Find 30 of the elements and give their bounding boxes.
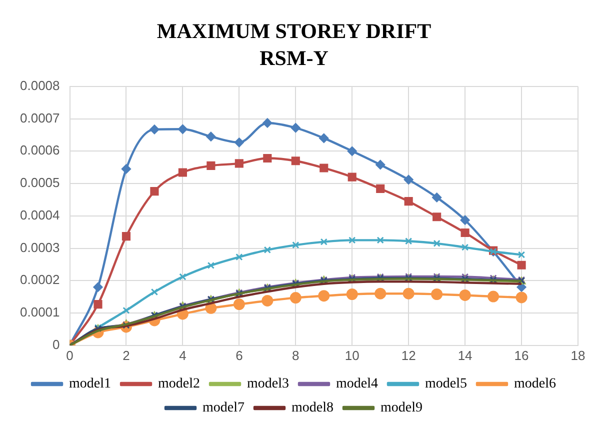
y-tick-label: 0.0001 [20, 304, 60, 320]
legend-label: model1 [69, 376, 112, 392]
y-tick-label: 0.0008 [20, 78, 60, 93]
y-tick-label: 0.0004 [20, 207, 60, 222]
x-tick-label: 12 [401, 348, 416, 363]
legend-label: model4 [336, 376, 378, 392]
chart-subtitle: RSM-Y [260, 46, 328, 70]
x-tick-label: 0 [66, 348, 74, 363]
legend-label: model9 [380, 400, 422, 416]
legend-label: model8 [292, 400, 334, 416]
y-tick-label: 0.0006 [20, 142, 60, 158]
x-tick-label: 2 [122, 348, 130, 363]
x-tick-label: 10 [344, 348, 360, 363]
x-tick-label: 8 [292, 348, 300, 363]
x-tick-label: 6 [236, 348, 243, 363]
x-tick-label: 16 [514, 348, 529, 363]
y-tick-label: 0.0002 [20, 272, 60, 288]
legend-label: model6 [514, 376, 556, 392]
legend-label: model7 [202, 400, 245, 416]
legend-label: model2 [158, 376, 200, 392]
x-tick-label: 14 [458, 348, 472, 363]
y-tick-label: 0.0003 [20, 240, 60, 255]
legend-label: model3 [247, 376, 290, 392]
legend-label: model5 [424, 376, 467, 392]
y-tick-label: 0 [52, 336, 60, 352]
x-tick-label: 4 [179, 348, 186, 363]
y-tick-label: 0.0005 [20, 175, 60, 190]
y-tick-label: 0.0007 [20, 110, 60, 126]
chart-title: MAXIMUM STOREY DRIFT [156, 19, 432, 44]
x-tick-label: 18 [570, 348, 586, 363]
